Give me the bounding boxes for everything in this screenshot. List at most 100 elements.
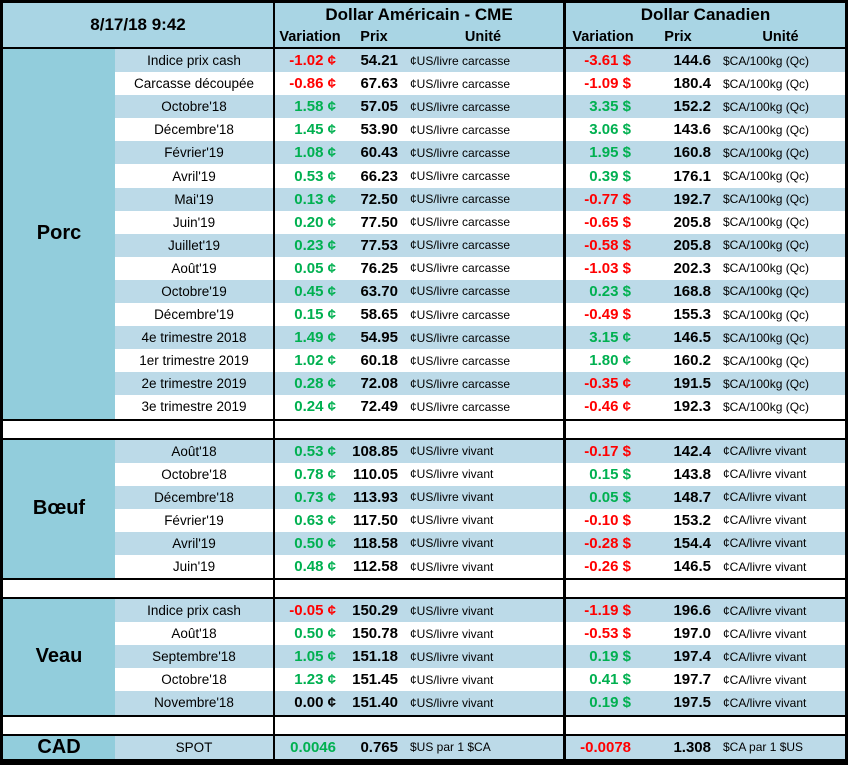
ca-unite-label: ¢CA/livre vivant — [723, 603, 807, 618]
us-unite-label: ¢US/livre vivant — [410, 536, 494, 551]
ca-variation-value: 0.41 $ — [563, 668, 640, 692]
table-row: Octobre'19 0.45 ¢ 63.70 ¢US/livre carcas… — [115, 279, 845, 304]
us-variation-value: 0.05 ¢ — [273, 256, 345, 280]
us-variation-value: 1.49 ¢ — [273, 326, 345, 350]
table-row: Juin'19 0.48 ¢ 112.58 ¢US/livre vivant -… — [115, 554, 845, 579]
ca-prix-value: 160.8 — [673, 144, 711, 162]
table-row: Novembre'18 0.00 ¢ 151.40 ¢US/livre viva… — [115, 691, 845, 715]
divider-us-cell — [273, 580, 563, 598]
us-unite-label: ¢US/livre carcasse — [410, 215, 511, 230]
contract-label: Juin'19 — [172, 214, 216, 230]
us-prix-value: 0.765 — [360, 738, 398, 756]
ca-variation-value: 0.05 $ — [563, 485, 640, 509]
ca-prix-value: 153.2 — [673, 511, 711, 529]
us-prix-value: 66.23 — [360, 167, 398, 185]
us-prix-value: 77.53 — [360, 236, 398, 254]
us-prix-value: 72.49 — [360, 398, 398, 416]
us-variation-value: 0.73 ¢ — [273, 485, 345, 509]
ca-unite-label: $CA/100kg (Qc) — [723, 261, 810, 276]
us-col-prix: Prix — [360, 28, 388, 45]
us-prix-value: 67.63 — [360, 75, 398, 93]
ca-prix-value: 192.3 — [673, 398, 711, 416]
divider-ca-cell — [563, 716, 845, 734]
us-variation-value: 1.08 ¢ — [273, 141, 345, 165]
us-variation-value: 0.50 ¢ — [273, 622, 345, 646]
ca-unite-label: $CA/100kg (Qc) — [723, 399, 810, 414]
us-prix-value: 60.43 — [360, 144, 398, 162]
ca-unite-label: $CA par 1 $US — [723, 740, 804, 755]
ca-prix-value: 197.5 — [673, 694, 711, 712]
ca-variation-value: 3.15 ¢ — [563, 326, 640, 350]
us-unite-label: ¢US/livre vivant — [410, 672, 494, 687]
us-variation-value: 0.28 ¢ — [273, 372, 345, 396]
ca-col-prix: Prix — [664, 28, 692, 45]
ca-variation-value: -0.53 $ — [563, 622, 640, 646]
us-unite-label: ¢US/livre carcasse — [410, 307, 511, 322]
ca-unite-label: ¢CA/livre vivant — [723, 467, 807, 482]
divider-us-cell — [273, 420, 563, 438]
section: Porc Indice prix cash -1.02 ¢ 54.21 ¢US/… — [3, 49, 845, 419]
contract-label: 4e trimestre 2018 — [141, 330, 247, 346]
ca-prix-value: 146.5 — [673, 329, 711, 347]
us-unite-label: ¢US/livre carcasse — [410, 145, 511, 160]
ca-unite-label: $CA/100kg (Qc) — [723, 122, 810, 137]
ca-col-unite: Unité — [762, 28, 799, 45]
us-prix-value: 77.50 — [360, 213, 398, 231]
ca-unite-label: ¢CA/livre vivant — [723, 536, 807, 551]
table-row: Indice prix cash -1.02 ¢ 54.21 ¢US/livre… — [115, 49, 845, 73]
ca-variation-value: -0.35 ¢ — [563, 372, 640, 396]
contract-label: 1er trimestre 2019 — [139, 353, 249, 369]
section-label: Veau — [3, 599, 115, 715]
table-row: Mai'19 0.13 ¢ 72.50 ¢US/livre carcasse -… — [115, 187, 845, 211]
us-unite-label: ¢US/livre carcasse — [410, 284, 511, 299]
table-row: Février'19 1.08 ¢ 60.43 ¢US/livre carcas… — [115, 141, 845, 165]
section-divider — [3, 714, 845, 736]
ca-col-variation: Variation — [572, 28, 634, 45]
us-prix-value: 108.85 — [352, 442, 398, 460]
us-unite-label: ¢US/livre vivant — [410, 467, 494, 482]
ca-variation-value: -0.26 $ — [563, 554, 640, 579]
ca-variation-value: -0.10 $ — [563, 508, 640, 532]
us-variation-value: 1.02 ¢ — [273, 349, 345, 373]
us-prix-value: 118.58 — [352, 534, 398, 552]
ca-variation-value: -0.17 $ — [563, 439, 640, 463]
table-row: 2e trimestre 2019 0.28 ¢ 72.08 ¢US/livre… — [115, 372, 845, 396]
ca-unite-label: $CA/100kg (Qc) — [723, 76, 810, 91]
section: CAD SPOT 0.0046 0.765 $US par 1 $CA -0.0… — [3, 735, 845, 759]
ca-unite-label: $CA/100kg (Qc) — [723, 145, 810, 160]
us-variation-value: 0.78 ¢ — [273, 462, 345, 486]
table-row: SPOT 0.0046 0.765 $US par 1 $CA -0.0078 … — [115, 735, 845, 759]
ca-prix-value: 154.4 — [673, 534, 711, 552]
table-row: Décembre'19 0.15 ¢ 58.65 ¢US/livre carca… — [115, 303, 845, 327]
us-col-unite: Unité — [464, 28, 502, 45]
ca-prix-value: 1.308 — [673, 738, 711, 756]
us-variation-value: 0.24 ¢ — [273, 395, 345, 419]
table-row: Indice prix cash -0.05 ¢ 150.29 ¢US/livr… — [115, 599, 845, 623]
us-unite-label: ¢US/livre vivant — [410, 513, 494, 528]
ca-variation-value: -0.28 $ — [563, 531, 640, 555]
us-variation-value: 1.23 ¢ — [273, 668, 345, 692]
contract-label: Juin'19 — [172, 559, 216, 575]
ca-variation-value: 1.80 ¢ — [563, 349, 640, 373]
section: Bœuf Août'18 0.53 ¢ 108.85 ¢US/livre viv… — [3, 439, 845, 579]
ca-prix-value: 152.2 — [673, 98, 711, 116]
ca-prix-value: 146.5 — [673, 558, 711, 576]
us-unite-label: ¢US/livre vivant — [410, 695, 494, 710]
us-prix-value: 117.50 — [352, 511, 398, 529]
ca-variation-value: -0.49 $ — [563, 303, 640, 327]
ca-unite-label: ¢CA/livre vivant — [723, 695, 807, 710]
ca-prix-value: 192.7 — [673, 190, 711, 208]
ca-prix-value: 160.2 — [673, 352, 711, 370]
ca-unite-label: ¢CA/livre vivant — [723, 672, 807, 687]
section-rows: Août'18 0.53 ¢ 108.85 ¢US/livre vivant -… — [115, 439, 845, 579]
us-variation-value: -0.05 ¢ — [273, 599, 345, 623]
us-prix-value: 151.40 — [352, 694, 398, 712]
us-variation-value: 0.00 ¢ — [273, 691, 345, 715]
ca-unite-label: ¢CA/livre vivant — [723, 626, 807, 641]
ca-unite-label: $CA/100kg (Qc) — [723, 376, 810, 391]
ca-unite-label: $CA/100kg (Qc) — [723, 284, 810, 299]
us-unite-label: ¢US/livre carcasse — [410, 330, 511, 345]
us-variation-value: 0.50 ¢ — [273, 531, 345, 555]
ca-variation-value: 3.06 $ — [563, 118, 640, 142]
table-row: Août'18 0.53 ¢ 108.85 ¢US/livre vivant -… — [115, 439, 845, 463]
